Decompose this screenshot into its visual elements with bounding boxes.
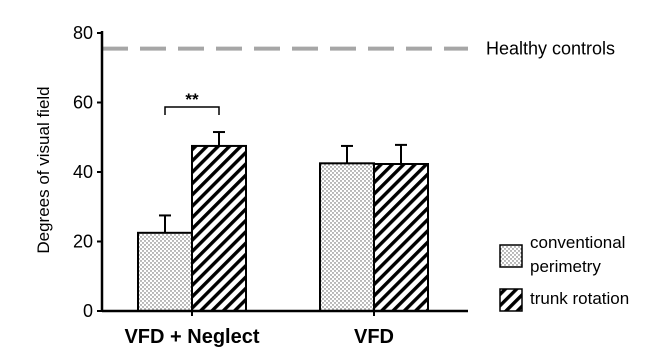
significance-label: ** bbox=[185, 90, 199, 109]
legend-swatch-diagonal-hatch bbox=[499, 288, 523, 312]
bar-diagonal-hatch-1 bbox=[373, 163, 429, 312]
y-tick-label-0: 0 bbox=[83, 301, 93, 321]
significance-bracket bbox=[164, 106, 220, 115]
legend-label-1-0: trunk rotation bbox=[530, 289, 629, 308]
legend-label-0-1: perimetry bbox=[530, 257, 601, 276]
bar-dots-0 bbox=[137, 231, 193, 312]
y-tick-label-20: 20 bbox=[73, 232, 93, 252]
legend-label-0-0: conventional bbox=[530, 233, 625, 252]
bar-diagonal-hatch-0 bbox=[191, 144, 247, 312]
y-tick-label-80: 80 bbox=[73, 23, 93, 43]
y-axis-label: Degrees of visual field bbox=[34, 86, 53, 253]
x-tick-label-0: VFD + Neglect bbox=[124, 326, 259, 348]
healthy-controls-label: Healthy controls bbox=[486, 39, 615, 59]
bar-dots-1 bbox=[319, 162, 375, 312]
x-tick-label-1: VFD bbox=[354, 326, 394, 348]
y-tick-label-60: 60 bbox=[73, 93, 93, 113]
y-tick-label-40: 40 bbox=[73, 162, 93, 182]
legend-swatch-dots bbox=[499, 244, 523, 268]
